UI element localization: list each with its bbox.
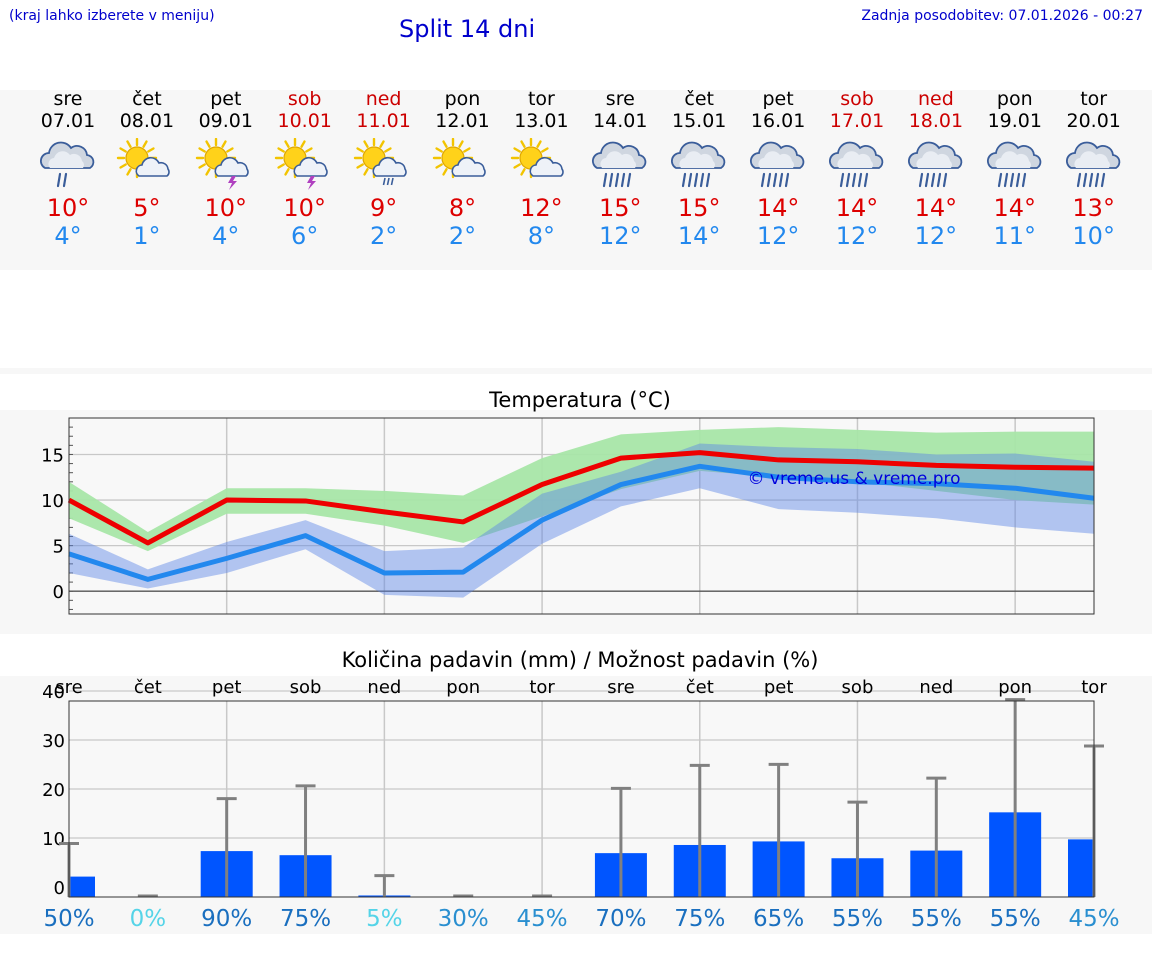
forecast-band (0, 90, 1152, 270)
day-column: tor 20.01 13° 10° (1055, 88, 1133, 250)
day-name: ned (917, 88, 954, 110)
sun-cloud-icon (116, 138, 170, 179)
day-name: pon (996, 88, 1033, 110)
sun-cloud-icon (432, 138, 486, 179)
min-temp: 8° (527, 222, 556, 250)
day-date: 11.01 (356, 110, 411, 132)
day-name: tor (527, 88, 555, 110)
sun-cloud-thunder-icon (274, 138, 328, 190)
last-update: Zadnja posodobitev: 07.01.2026 - 00:27 (861, 8, 1143, 24)
max-temp: 13° (1072, 194, 1115, 222)
max-temp: 14° (835, 194, 879, 222)
min-temp: 2° (369, 222, 398, 250)
max-temp: 10° (46, 194, 90, 222)
sun-cloud-thunder-icon (195, 138, 249, 190)
day-column: sob 10.01 10° 6° (266, 88, 344, 250)
max-temp: 14° (993, 194, 1037, 222)
day-date: 09.01 (198, 110, 253, 132)
day-column: sre 14.01 15° 12° (581, 88, 659, 250)
day-name: pet (210, 88, 242, 110)
max-temp: 8° (448, 194, 477, 222)
max-temp: 15° (599, 194, 642, 222)
max-temp: 9° (369, 194, 398, 222)
day-column: pon 12.01 8° 2° (424, 88, 502, 250)
min-temp: 12° (599, 222, 642, 250)
min-temp: 11° (993, 222, 1037, 250)
precip-band (0, 676, 1152, 934)
day-date: 08.01 (119, 110, 175, 132)
min-temp: 14° (677, 222, 721, 250)
min-temp: 10° (1072, 222, 1115, 250)
day-column: čet 08.01 5° 1° (108, 88, 186, 250)
day-name: čet (684, 88, 714, 110)
day-name: sre (53, 88, 83, 110)
day-name: tor (1080, 88, 1108, 110)
cloud-heavy-rain-icon (1065, 141, 1120, 188)
day-column: pet 16.01 14° 12° (739, 88, 817, 250)
cloud-rain-icon (39, 141, 95, 188)
day-column: čet 15.01 15° 14° (660, 88, 738, 250)
cloud-heavy-rain-icon (907, 141, 963, 188)
min-temp: 2° (448, 222, 477, 250)
max-temp: 14° (756, 194, 800, 222)
precip-chart-title: Količina padavin (mm) / Možnost padavin … (341, 648, 819, 672)
min-temp: 12° (914, 222, 958, 250)
day-date: 15.01 (671, 110, 727, 132)
day-column: tor 13.01 12° 8° (502, 88, 580, 250)
day-date: 10.01 (277, 110, 332, 132)
max-temp: 15° (677, 194, 721, 222)
day-date: 12.01 (435, 110, 490, 132)
min-temp: 4° (212, 222, 240, 250)
day-column: ned 11.01 9° 2° (345, 88, 423, 250)
day-name: pon (444, 88, 481, 110)
page-title: Split 14 dni (399, 15, 536, 43)
day-column: sre 07.01 10° 4° (29, 88, 107, 250)
max-temp: 12° (520, 194, 563, 222)
min-temp: 1° (133, 222, 161, 250)
day-column: sob 17.01 14° 12° (818, 88, 896, 250)
day-name: sre (605, 88, 635, 110)
temperature-chart-title: Temperatura (°C) (489, 388, 671, 412)
day-column: pon 19.01 14° 11° (976, 88, 1054, 250)
max-temp: 10° (204, 194, 248, 222)
day-date: 07.01 (40, 110, 96, 132)
day-name: pet (762, 88, 794, 110)
day-date: 18.01 (908, 110, 964, 132)
max-temp: 14° (914, 194, 958, 222)
cloud-heavy-rain-icon (671, 141, 726, 188)
day-name: ned (365, 88, 402, 110)
daily-forecast: sre 07.01 10° 4° čet 08.01 5° 1° pet 09.01 10° 4° so… (0, 88, 1152, 270)
max-temp: 5° (133, 194, 161, 222)
day-date: 14.01 (593, 110, 648, 132)
cloud-heavy-rain-icon (828, 141, 884, 188)
day-name: čet (132, 88, 162, 110)
sun-cloud-icon (511, 138, 565, 179)
cloud-heavy-rain-icon (592, 141, 647, 188)
day-column: ned 18.01 14° 12° (897, 88, 975, 250)
day-column: pet 09.01 10° 4° (187, 88, 265, 250)
cloud-heavy-rain-icon (986, 141, 1042, 188)
sun-cloud-drizzle-icon (353, 138, 407, 186)
day-date: 13.01 (514, 110, 569, 132)
min-temp: 12° (835, 222, 879, 250)
cloud-heavy-rain-icon (750, 141, 805, 188)
min-temp: 4° (54, 222, 82, 250)
separator-band (0, 368, 1152, 374)
location-hint: (kraj lahko izberete v meniju) (9, 8, 215, 24)
day-name: sob (840, 88, 874, 110)
day-date: 19.01 (987, 110, 1042, 132)
min-temp: 6° (291, 222, 319, 250)
max-temp: 10° (283, 194, 326, 222)
day-date: 16.01 (750, 110, 806, 132)
day-date: 20.01 (1066, 110, 1121, 132)
temperature-band (0, 410, 1152, 634)
day-name: sob (287, 88, 322, 110)
min-temp: 12° (756, 222, 800, 250)
day-date: 17.01 (829, 110, 885, 132)
